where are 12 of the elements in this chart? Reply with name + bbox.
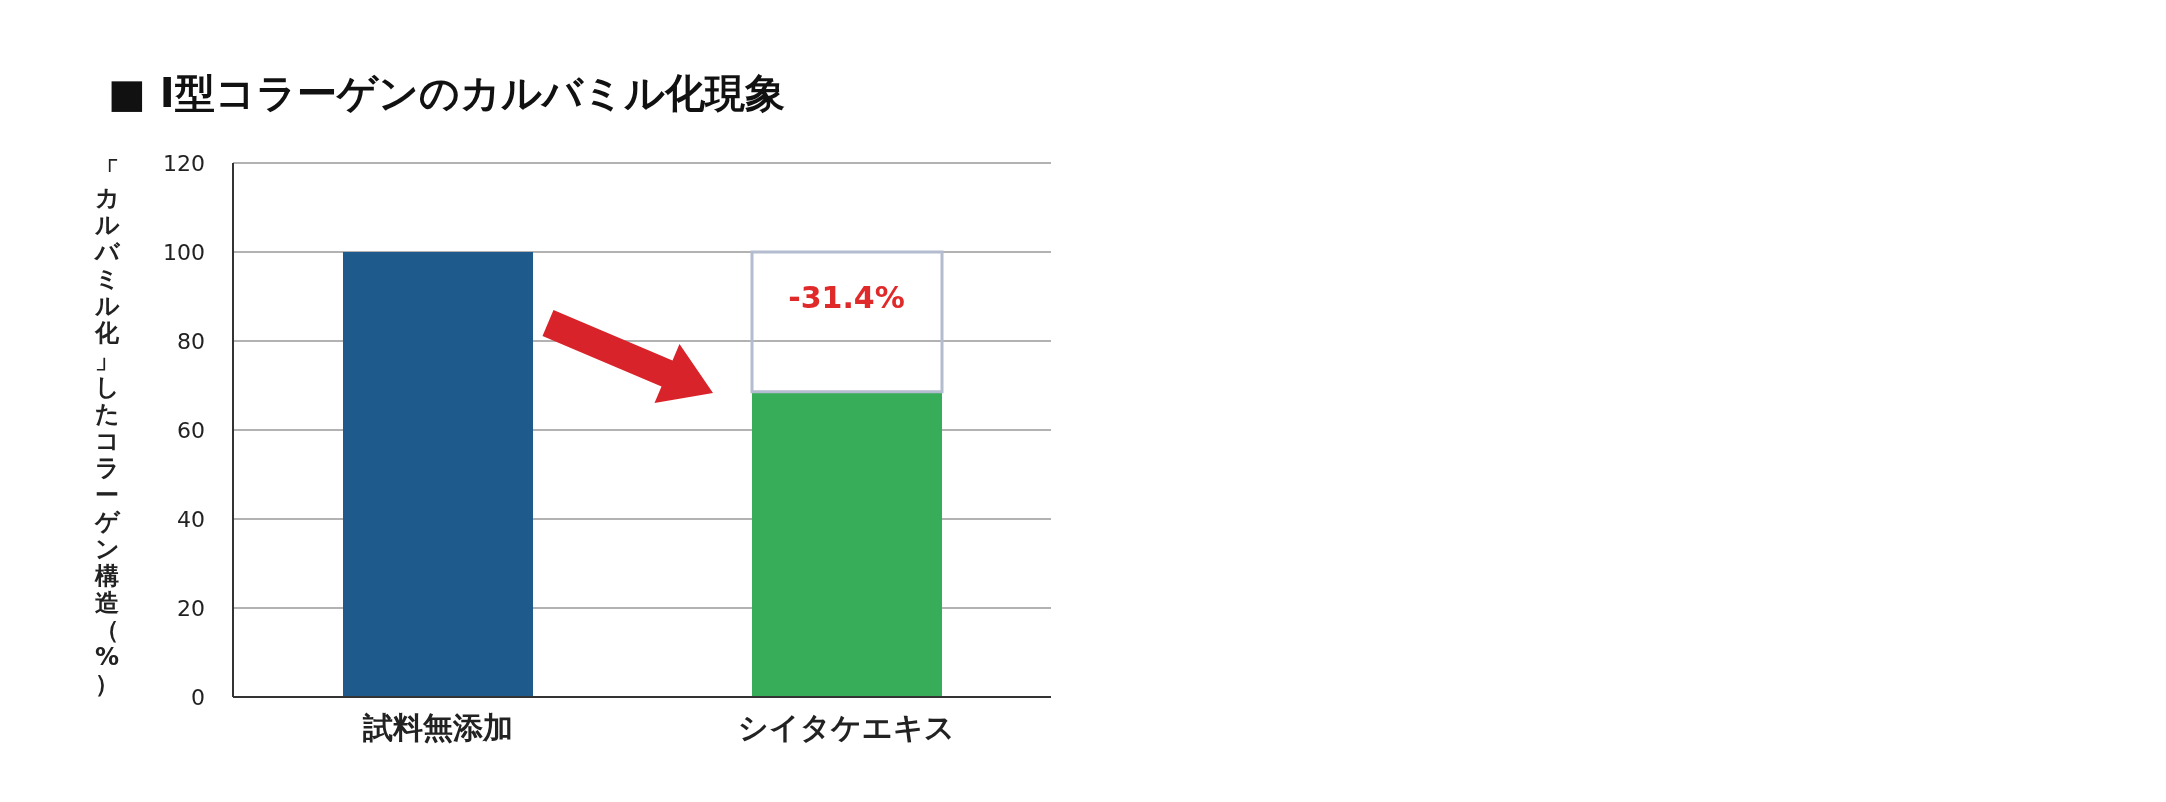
y-tick-label: 80 [177,328,205,354]
y-tick-label: 40 [177,506,205,532]
y-tick-label: 120 [163,150,205,176]
chart-title: ■ Ⅰ型コラーゲンのカルバミル化現象 [108,69,785,118]
text: 「カルバミル化」したコラーゲン構造（%） [94,157,120,698]
annotation: -31.4% [788,279,905,315]
y-tick-label: 20 [177,595,205,621]
y-tick-label: 0 [191,684,205,710]
x-tick-label: 試料無添加 [361,710,513,746]
y-tick-label: 100 [163,239,205,265]
x-tick-label: シイタケエキス [738,710,955,746]
y-tick-label: 60 [177,417,205,443]
